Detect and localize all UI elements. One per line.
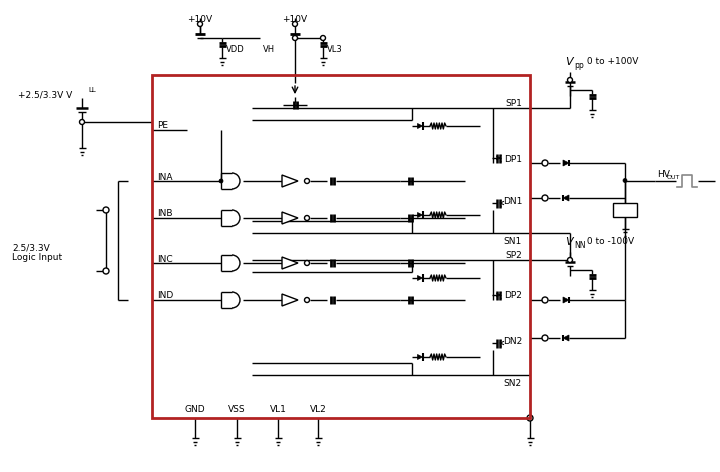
Text: VL2: VL2 — [310, 405, 326, 414]
Text: IND: IND — [157, 292, 174, 301]
Circle shape — [542, 297, 548, 303]
Text: LL: LL — [88, 87, 96, 93]
Bar — [613, 202, 637, 217]
Circle shape — [567, 258, 572, 262]
Text: INC: INC — [157, 254, 173, 263]
Circle shape — [542, 160, 548, 166]
Polygon shape — [282, 175, 298, 187]
Text: PE: PE — [157, 121, 168, 130]
Text: NN: NN — [574, 241, 585, 250]
Circle shape — [305, 178, 310, 184]
Text: INA: INA — [157, 172, 173, 182]
Polygon shape — [418, 276, 423, 280]
Polygon shape — [282, 257, 298, 269]
Polygon shape — [418, 124, 423, 128]
Text: V: V — [565, 57, 572, 67]
Text: 0 to -100V: 0 to -100V — [584, 237, 634, 246]
Polygon shape — [418, 354, 423, 360]
Circle shape — [292, 35, 297, 41]
Polygon shape — [563, 160, 569, 166]
Text: +10V: +10V — [282, 16, 307, 25]
Text: HV: HV — [657, 170, 670, 179]
Circle shape — [292, 22, 297, 26]
Text: DN1: DN1 — [503, 197, 522, 207]
Circle shape — [623, 178, 627, 183]
Polygon shape — [418, 212, 423, 218]
Circle shape — [103, 207, 109, 213]
Circle shape — [305, 297, 310, 303]
Circle shape — [305, 216, 310, 220]
Circle shape — [527, 415, 533, 421]
Text: SN1: SN1 — [504, 236, 522, 245]
Text: DP2: DP2 — [504, 292, 522, 301]
Text: pp: pp — [574, 60, 584, 69]
Text: SP1: SP1 — [505, 99, 522, 108]
Text: VDD: VDD — [226, 45, 245, 54]
Circle shape — [567, 77, 572, 83]
Text: V: V — [565, 237, 572, 247]
Circle shape — [79, 119, 84, 125]
Text: VL1: VL1 — [269, 405, 287, 414]
Text: DN2: DN2 — [503, 337, 522, 346]
Circle shape — [542, 335, 548, 341]
Text: +10V: +10V — [187, 16, 212, 25]
Bar — [152, 75, 530, 418]
Text: INB: INB — [157, 210, 173, 219]
Polygon shape — [563, 297, 569, 303]
Circle shape — [320, 35, 325, 41]
Circle shape — [103, 268, 109, 274]
Text: OUT: OUT — [667, 175, 680, 180]
Circle shape — [197, 22, 202, 26]
Text: SP2: SP2 — [505, 251, 522, 260]
Text: GND: GND — [185, 405, 205, 414]
Circle shape — [542, 195, 548, 201]
Text: VL3: VL3 — [327, 45, 343, 54]
Text: DP1: DP1 — [504, 154, 522, 163]
Polygon shape — [282, 294, 298, 306]
Polygon shape — [563, 195, 569, 201]
Text: Logic Input: Logic Input — [12, 253, 62, 262]
Text: 0 to +100V: 0 to +100V — [584, 58, 639, 67]
Polygon shape — [282, 212, 298, 224]
Circle shape — [219, 179, 223, 183]
Text: SN2: SN2 — [504, 379, 522, 388]
Text: VSS: VSS — [228, 405, 246, 414]
Text: +2.5/3.3V V: +2.5/3.3V V — [18, 91, 72, 100]
Circle shape — [305, 261, 310, 265]
Text: 2.5/3.3V: 2.5/3.3V — [12, 244, 50, 253]
Polygon shape — [563, 335, 569, 341]
Text: VH: VH — [263, 45, 275, 54]
